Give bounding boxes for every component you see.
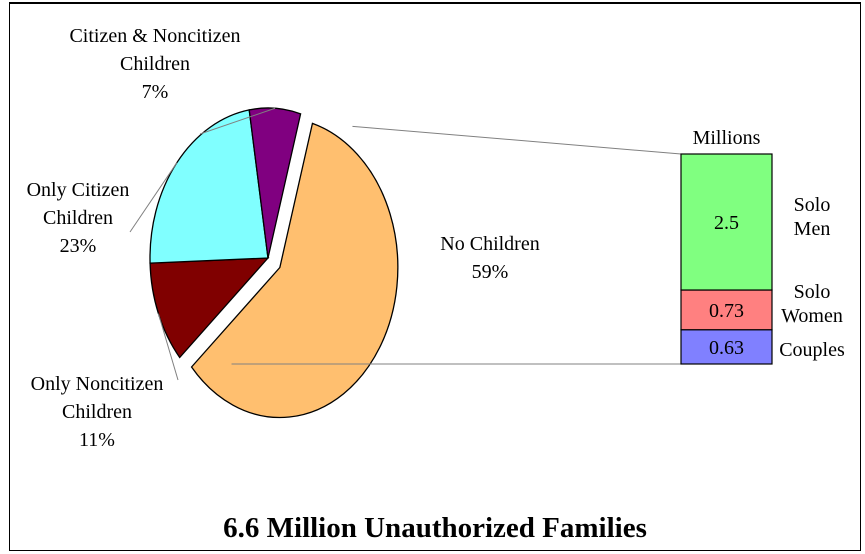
pie-slice-only-noncitizen-children: [149, 257, 270, 359]
pie-label-only-noncitizen-children-line-2: Children: [62, 401, 132, 423]
bar-label-solo-women-line-1: Solo: [794, 281, 831, 303]
bar-segment-solo-women: [680, 289, 773, 331]
bar-value-couples: 0.63: [709, 337, 744, 359]
stacked-bar-chart: 0.630.732.5CouplesSoloWomenSoloMenMillio…: [680, 127, 845, 365]
bar-label-solo-men-line-2: Men: [794, 218, 831, 240]
bar-value-solo-women: 0.73: [709, 300, 744, 322]
pie-percent-citizen-and-noncitizen-children: 7%: [142, 81, 169, 103]
pie-percent-no-children: 59%: [472, 261, 509, 283]
bar-value-solo-men: 2.5: [714, 212, 739, 234]
leader-line-citizen-and-noncitizen-children: [199, 107, 276, 135]
bar-label-couples: Couples: [779, 339, 845, 361]
bar-label-solo-men-line-1: Solo: [794, 194, 831, 216]
leader-line-only-citizen-children: [129, 162, 178, 233]
pie-percent-only-noncitizen-children: 11%: [79, 429, 115, 451]
bar-segment-couples: [680, 329, 773, 365]
pie-slice-no-children: [190, 122, 399, 419]
bar-segment-solo-men: [680, 153, 773, 291]
bar-label-solo-women-line-2: Women: [781, 305, 843, 327]
pie-chart: No Children 59% Only Noncitizen Children 11%…: [27, 25, 682, 451]
chart-title: 6.6 Million Unauthorized Families: [223, 512, 647, 544]
pie-label-citizen-and-noncitizen-children-line-1: Citizen & Noncitizen: [69, 25, 240, 47]
pie-percent-only-citizen-children: 23%: [60, 235, 97, 257]
pie-label-citizen-and-noncitizen-children-line-2: Children: [120, 53, 190, 75]
connector-line-top: [352, 125, 682, 155]
pie-label-only-noncitizen-children-line-1: Only Noncitizen: [31, 373, 164, 395]
pie-label-no-children: No Children: [440, 233, 539, 255]
pie-slice-only-citizen-children: [149, 109, 269, 264]
bar-unit-label: Millions: [693, 127, 761, 149]
pie-label-only-citizen-children-line-1: Only Citizen: [27, 179, 130, 201]
leader-line-only-noncitizen-children: [157, 313, 179, 381]
pie-label-only-citizen-children-line-2: Children: [43, 207, 113, 229]
